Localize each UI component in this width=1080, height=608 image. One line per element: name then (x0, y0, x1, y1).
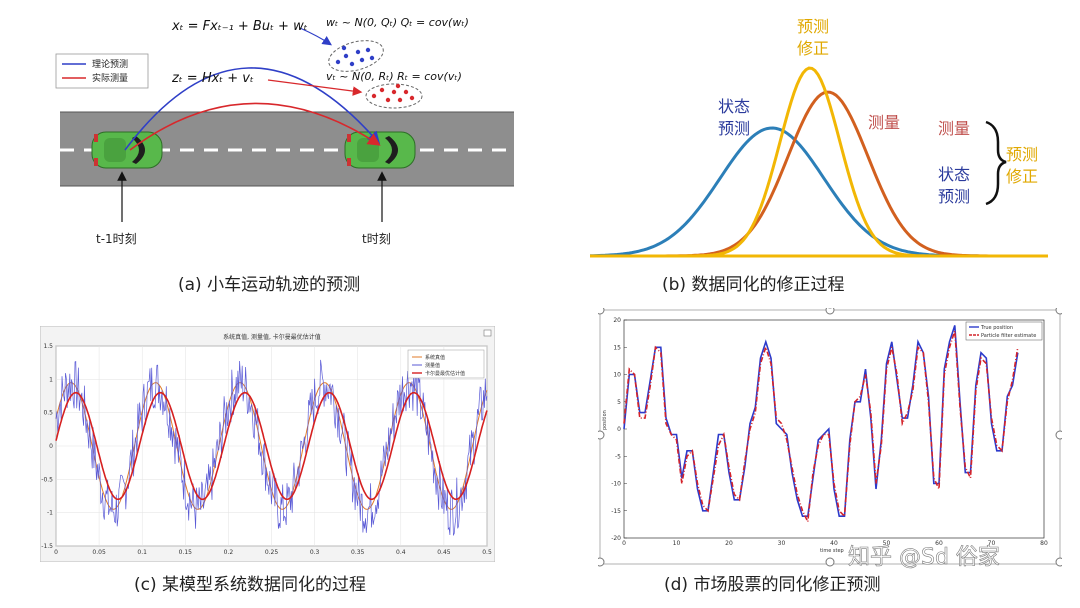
series-true-value (55, 382, 488, 510)
chart-d-legend (965, 321, 1043, 341)
watermark: 知乎 @Sd 俗家 (848, 545, 1000, 570)
x-tick-label: 10 (673, 540, 681, 547)
x-tick-label: 20 (725, 540, 733, 547)
measurement-curve (590, 90, 1046, 258)
legend-d-label-1: True position (980, 325, 1013, 331)
label-state-prediction-1: 状态 (718, 97, 750, 116)
legend-d-label-2: Particle filter estimate (981, 333, 1036, 339)
y-tick-label: 0 (617, 426, 621, 433)
chart-d-plot-area (623, 319, 1045, 539)
chart-c-ticks: 1.510.50-0.5-1-1.50 0.05 0.1 0.15 0.2 0.25 0.3… (41, 343, 492, 556)
equation-measurement-noise: vₜ ~ N(0, Rₜ) Rₜ = cov(vₜ) (326, 70, 462, 83)
label-correction-1: 预测 (797, 17, 829, 36)
caption-d: (d) 市场股票的同化修正预测 (664, 575, 881, 595)
y-tick-label: 5 (617, 399, 621, 406)
x-tick-label: 0.05 (92, 549, 106, 556)
panel-car-trajectory: 理论预测 实际测量 xₜ = Fxₜ₋₁ + Buₜ + wₜ wₜ ~ N(0… (0, 0, 540, 300)
state-prediction-curve (590, 126, 1046, 258)
x-tick-label: 0 (54, 549, 58, 556)
equation-process-noise: wₜ ~ N(0, Qₜ) Qₜ = cov(wₜ) (326, 16, 469, 29)
y-tick-label: 1.5 (43, 343, 53, 350)
x-tick-label: 0.1 (137, 549, 147, 556)
measurement-noise-dots (371, 83, 415, 103)
x-tick-label: 60 (935, 540, 943, 547)
legend-c-label-2: 测量值 (425, 362, 440, 369)
y-tick-label: 20 (613, 317, 621, 324)
theory-prediction-arc (124, 67, 381, 151)
car-prev (91, 131, 163, 169)
panel-stock-chart: 20 15 10 5 0 -5 -10 -15 -20 0 10 20 30 40 50 60 70 80 pos… (595, 299, 1065, 595)
x-tick-label: 70 (988, 540, 996, 547)
brace-label-state-1: 状态 (938, 165, 970, 184)
y-tick-label: -0.5 (41, 476, 53, 483)
series-particle-filter (623, 330, 1019, 525)
y-tick-label: -1 (47, 510, 53, 517)
x-tick-label: 0.35 (351, 549, 365, 556)
y-tick-label: -5 (615, 453, 621, 460)
kalman-chart: 系统真值, 测量值, 卡尔曼最优估计值 1.510.50-0.5-1-1.50 0… (39, 325, 496, 563)
x-tick-label: 0.15 (179, 549, 193, 556)
series-true-position (623, 325, 1019, 517)
car-curr (344, 131, 416, 169)
chart-c-title: 系统真值, 测量值, 卡尔曼最优估计值 (223, 333, 321, 341)
brace (985, 120, 1007, 206)
label-state-prediction-2: 预测 (718, 119, 750, 138)
legend-c-label-3: 卡尔曼最优估计值 (425, 370, 465, 377)
legend-theory-label: 理论预测 (92, 58, 128, 70)
measurement-arc (129, 102, 381, 151)
legend-c-label-1: 系统真值 (425, 354, 445, 361)
x-tick-label: 0.2 (224, 549, 234, 556)
car-trajectory-diagram: 理论预测 实际测量 xₜ = Fxₜ₋₁ + Buₜ + wₜ wₜ ~ N(0… (55, 16, 514, 246)
y-tick-label: 0 (49, 443, 53, 450)
caption-b: (b) 数据同化的修正过程 (662, 275, 845, 295)
label-correction-2: 修正 (797, 39, 829, 58)
legend-measured-label: 实际测量 (92, 72, 128, 84)
noise-v-arrow (267, 79, 363, 96)
label-measurement: 测量 (868, 113, 900, 132)
legend-box-a (55, 53, 149, 89)
x-tick-label: 50 (883, 540, 891, 547)
brace-result-1: 预测 (1006, 145, 1038, 164)
x-tick-label: 0.45 (437, 549, 451, 556)
correction-curves-diagram: 状态 预测 预测 修正 测量 测量 状态 预测 预测 修正 (590, 17, 1048, 258)
x-tick-label: 40 (830, 540, 838, 547)
process-noise-cloud (328, 40, 384, 72)
noise-w-arrow (299, 27, 332, 46)
x-tick-label: 0.4 (396, 549, 406, 556)
measurement-noise-cloud (365, 83, 423, 109)
equation-process: xₜ = Fxₜ₋₁ + Buₜ + wₜ (171, 19, 308, 34)
equation-measurement: zₜ = Hxₜ + vₜ (171, 71, 254, 86)
y-tick-label: 0.5 (43, 410, 53, 417)
x-tick-label: 30 (778, 540, 786, 547)
x-tick-label: 0.5 (482, 549, 492, 556)
panel-correction-process: 状态 预测 预测 修正 测量 测量 状态 预测 预测 修正 (b) 数据同化的修… (540, 0, 1080, 300)
y-tick-label: -20 (611, 535, 621, 542)
brace-result-2: 修正 (1006, 167, 1038, 186)
x-tick-label: 0.3 (310, 549, 320, 556)
brace-label-state-2: 预测 (938, 187, 970, 206)
caption-c: (c) 某模型系统数据同化的过程 (134, 575, 367, 595)
x-tick-label: 0 (622, 540, 626, 547)
chart-c-corner-icon[interactable] (483, 329, 492, 337)
x-tick-label: 80 (1040, 540, 1048, 547)
y-tick-label: 15 (613, 344, 621, 351)
y-tick-label: 1 (49, 376, 53, 383)
chart-c-grid (55, 345, 488, 547)
y-tick-label: 10 (613, 372, 621, 379)
caption-a: (a) 小车运动轨迹的预测 (178, 275, 361, 295)
process-noise-dots (335, 45, 375, 67)
label-time-curr: t时刻 (362, 232, 391, 246)
chart-d-ylabel: position (602, 410, 608, 430)
brace-label-measurement: 测量 (938, 119, 970, 138)
chart-d-xlabel: time step (820, 548, 844, 554)
y-tick-label: -15 (611, 508, 621, 515)
panel-kalman-chart: 系统真值, 测量值, 卡尔曼最优估计值 1.5 1 0.5 0 -0.5 -1 -1.5 0 0… (39, 325, 496, 595)
y-tick-label: -10 (611, 481, 621, 488)
x-tick-label: 0.25 (265, 549, 279, 556)
series-kalman-estimate (55, 391, 488, 501)
y-tick-label: -1.5 (41, 543, 53, 550)
label-time-prev: t-1时刻 (96, 232, 137, 246)
